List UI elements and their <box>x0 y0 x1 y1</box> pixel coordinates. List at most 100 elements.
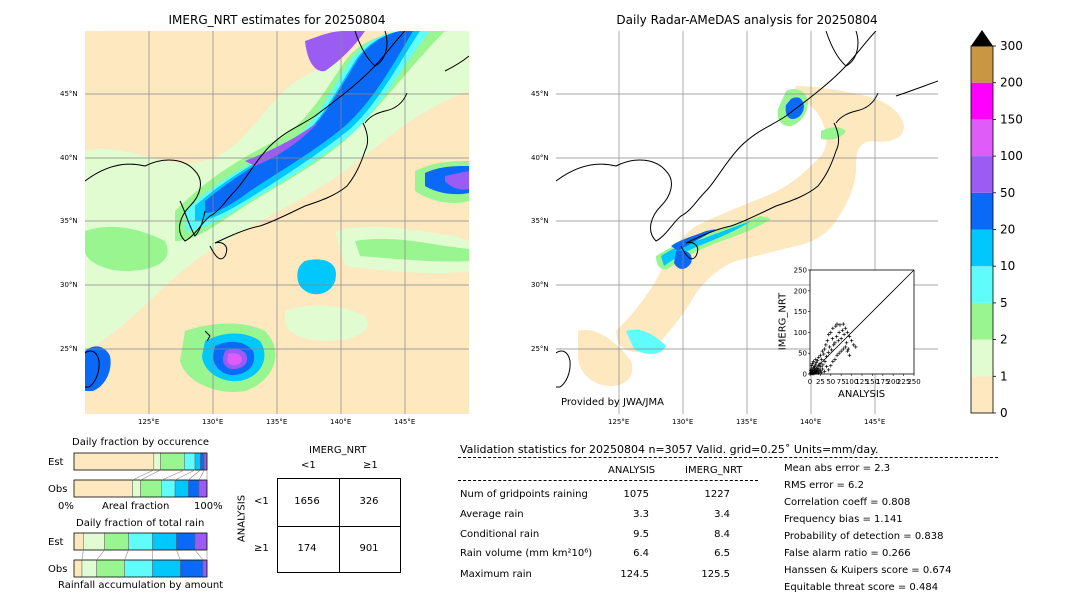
score-pod: Probability of detection = 0.838 <box>784 531 944 542</box>
scatter-point <box>853 345 858 349</box>
colorbar-tick-label: 100 <box>1000 149 1023 163</box>
stat-label-maximum: Maximum rain <box>460 569 532 580</box>
scatter-xtick-label: 25 <box>816 378 825 386</box>
scatter-point <box>827 345 832 349</box>
stat-imerg-conditional: 8.4 <box>714 529 730 540</box>
occurrence-bar-frame <box>73 452 208 471</box>
contingency-row-ge1: ≥1 <box>254 543 269 554</box>
left-lon-135: 135°E <box>266 418 288 426</box>
left-lon-140: 140°E <box>330 418 352 426</box>
totalrain-segment <box>81 559 97 578</box>
scatter-point <box>822 369 827 374</box>
contingency-cell-bl: 174 <box>297 543 317 554</box>
totalrain-segment <box>83 532 105 551</box>
colorbar-swatch <box>971 119 993 157</box>
scatter-point <box>815 369 820 374</box>
scatter-xtick-label: 50 <box>826 378 835 386</box>
stat-analysis-volume: 6.4 <box>633 548 649 559</box>
totalrain-connector <box>124 549 129 561</box>
colorbar-tick-label: 150 <box>1000 112 1023 126</box>
score-frequency-bias: Frequency bias = 1.141 <box>784 514 903 525</box>
scatter-point <box>822 347 827 351</box>
score-hk: Hanssen & Kuipers score = 0.674 <box>784 565 952 576</box>
totalrain-label-obs: Obs <box>48 564 68 575</box>
scatter-ytick-label: 100 <box>794 329 807 337</box>
colorbar-swatch <box>971 302 993 340</box>
scatter-point <box>819 357 824 362</box>
occurrence-segment <box>200 452 205 471</box>
validation-col-imerg: IMERG_NRT <box>685 465 743 476</box>
scatter-point <box>810 361 815 366</box>
colorbar-tick-label: 0 <box>1000 406 1008 418</box>
scatter-point <box>814 357 818 362</box>
scatter-point <box>847 353 852 358</box>
scatter-point <box>813 363 818 367</box>
scatter-point <box>819 364 823 369</box>
totalrain-segment <box>104 532 129 551</box>
totalrain-bars <box>73 532 208 578</box>
scatter-point <box>820 349 825 353</box>
scatter-xtick-label: 75 <box>837 378 846 386</box>
right-map-title: Daily Radar-AMeDAS analysis for 20250804 <box>616 13 878 27</box>
totalrain-segment <box>176 532 196 551</box>
stat-imerg-average: 3.4 <box>714 509 730 520</box>
score-ets: Equitable threat score = 0.484 <box>784 582 939 593</box>
occurrence-connector <box>161 469 185 481</box>
occurrence-label-est: Est <box>48 457 64 468</box>
validation-table-rule <box>458 480 758 481</box>
stat-analysis-conditional: 9.5 <box>633 529 649 540</box>
occurrence-segment <box>198 479 208 498</box>
scatter-point <box>829 348 834 352</box>
occurrence-segment <box>174 479 189 498</box>
scatter-point <box>842 332 846 337</box>
occurrence-connector <box>188 469 201 481</box>
scatter-point <box>826 368 831 372</box>
scatter-point <box>812 367 816 371</box>
totalrain-segment <box>73 559 83 578</box>
stat-imerg-volume: 6.5 <box>714 548 730 559</box>
scatter-xtick-label: 175 <box>876 378 889 386</box>
contingency-cell-br: 901 <box>359 543 379 554</box>
left-lon-145: 145°E <box>394 418 416 426</box>
totalrain-bar-frame <box>73 532 208 551</box>
occurrence-connector <box>198 469 205 481</box>
occurrence-segment <box>73 452 155 471</box>
score-mae: Mean abs error = 2.3 <box>784 463 891 474</box>
occurrence-connector <box>140 469 161 481</box>
contingency-row-axis: ANALYSIS <box>236 494 248 543</box>
scatter-point <box>818 368 823 373</box>
validation-header: Validation statistics for 20250804 n=305… <box>460 443 879 456</box>
totalrain-connector <box>81 549 84 561</box>
totalrain-connector <box>194 549 204 561</box>
totalrain-label-est: Est <box>48 537 64 548</box>
score-correlation: Correlation coeff = 0.808 <box>784 497 911 508</box>
scatter-point <box>834 334 839 339</box>
score-far: False alarm ratio = 0.266 <box>784 548 911 559</box>
validation-col-analysis: ANALYSIS <box>608 465 656 476</box>
scatter-point <box>845 349 850 353</box>
occurrence-label-obs: Obs <box>48 484 68 495</box>
colorbar-tick-label: 2 <box>1000 333 1008 347</box>
scatter-ytick-label: 0 <box>803 371 807 379</box>
colorbar-swatch <box>971 376 993 413</box>
scatter-point <box>812 364 817 369</box>
occurrence-segment <box>184 452 196 471</box>
contingency-table <box>277 478 401 573</box>
colorbar-swatch <box>971 229 993 267</box>
scatter-point <box>839 349 843 353</box>
occurrence-title: Daily fraction by occurence <box>72 437 210 448</box>
scatter-ytick-label: 150 <box>794 308 807 316</box>
scatter-point <box>819 370 824 375</box>
left-lat-40: 40°N <box>60 154 78 162</box>
colorbar-swatch <box>971 339 993 377</box>
scatter-point <box>847 334 852 339</box>
occurrence-segment <box>140 479 163 498</box>
stat-label-volume: Rain volume (mm km²10⁶) <box>460 548 593 559</box>
occurrence-segment <box>132 479 141 498</box>
totalrain-segment <box>152 532 177 551</box>
scatter-point <box>825 338 830 343</box>
scatter-point <box>824 364 829 369</box>
scatter-point <box>833 357 837 362</box>
contingency-row-lt1: <1 <box>254 496 269 507</box>
right-map-coastline <box>556 31 938 388</box>
